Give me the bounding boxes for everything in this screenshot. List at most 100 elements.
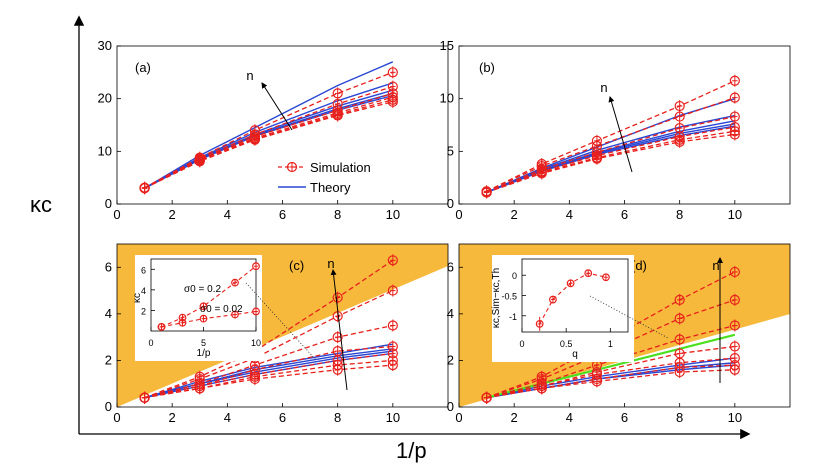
x-tick-label: 8 <box>676 410 683 425</box>
panel-c: 0 2 4 6 8 10 0 2 4 6 (c) n 0 5 10 2 4 6 κc 1/p σ0 = 0.2 σ0 = … <box>105 243 449 425</box>
panel-label: (c) <box>289 258 304 273</box>
simulation-marker <box>602 273 610 282</box>
x-tick-label: 4 <box>566 410 573 425</box>
y-tick-label: 4 <box>447 306 454 321</box>
simulation-marker <box>252 262 260 271</box>
simulation-marker <box>332 110 343 121</box>
simulation-marker <box>194 383 205 394</box>
panel-a: 0 2 4 6 8 10 0 10 20 30 (a) n Simulation Theory <box>98 38 449 222</box>
simulation-marker <box>157 322 166 331</box>
simulation-marker <box>139 392 150 403</box>
simulation-marker <box>591 376 603 387</box>
x-tick-label: 6 <box>621 207 628 222</box>
y-tick-label: 0 <box>105 399 112 414</box>
x-tick-label: 8 <box>676 207 683 222</box>
x-tick-label: 0 <box>455 410 462 425</box>
simulation-series-line <box>486 130 735 194</box>
x-tick-label: 2 <box>511 410 518 425</box>
x-tick-label: 5 <box>201 338 206 348</box>
simulation-marker <box>252 307 260 316</box>
simulation-marker <box>249 373 261 385</box>
theory-series-line <box>486 125 735 194</box>
n-arrow-label: n <box>600 80 607 95</box>
simulation-marker <box>729 111 740 122</box>
simulation-marker <box>199 302 208 311</box>
x-tick-label: 10 <box>728 207 742 222</box>
simulation-marker <box>387 96 398 107</box>
simulation-marker <box>387 255 398 266</box>
y-tick-label: 0 <box>105 196 112 211</box>
inset-series-line <box>161 265 257 328</box>
inset-series-label: σ0 = 0.02 <box>200 304 243 315</box>
simulation-marker <box>387 67 398 78</box>
y-tick-label: 30 <box>98 38 112 53</box>
x-tick-label: 4 <box>224 410 231 425</box>
x-tick-label: 6 <box>621 410 628 425</box>
simulation-marker <box>481 392 492 403</box>
inset-ylabel: κc <box>132 293 143 303</box>
x-tick-label: 10 <box>386 410 400 425</box>
simulation-marker <box>584 269 593 278</box>
x-tick-label: 1 <box>608 339 613 349</box>
inset-xlabel: q <box>572 349 578 360</box>
x-tick-label: 0 <box>113 207 120 222</box>
inset-xlabel: 1/p <box>197 348 211 359</box>
y-tick-label: 10 <box>98 143 112 158</box>
simulation-series-line <box>144 259 394 399</box>
simulation-marker <box>231 310 239 319</box>
legend-box <box>276 154 356 196</box>
simulation-marker <box>387 320 398 331</box>
simulation-marker <box>286 161 298 173</box>
simulation-marker <box>729 266 740 278</box>
panel-d: 0 2 4 6 8 10 0 2 4 6 (d) n 0 0.5 1 -1 -0.5 0 κc,Sim−κc,Th q <box>447 243 791 425</box>
panel-label: (d) <box>631 258 647 273</box>
x-tick-label: 10 <box>728 410 742 425</box>
x-tick-label: 2 <box>169 207 176 222</box>
x-tick-label: 8 <box>334 207 341 222</box>
y-tick-label: 5 <box>447 143 454 158</box>
simulation-series-line <box>486 133 735 194</box>
simulation-marker <box>178 318 187 327</box>
simulation-marker <box>729 92 740 103</box>
simulation-marker <box>387 285 398 296</box>
simulation-marker <box>674 111 685 122</box>
simulation-marker <box>674 294 685 305</box>
figure-ylabel: κc <box>30 192 52 217</box>
simulation-marker <box>231 278 239 287</box>
simulation-marker <box>674 334 685 345</box>
x-tick-label: 2 <box>169 410 176 425</box>
simulation-marker <box>674 366 685 378</box>
theory-series-line <box>486 123 735 194</box>
x-tick-label: 4 <box>224 207 231 222</box>
y-tick-label: 0 <box>447 399 454 414</box>
simulation-marker <box>194 156 205 167</box>
legend-theory-label: Theory <box>310 180 351 195</box>
figure-xlabel: 1/p <box>396 438 427 463</box>
simulation-marker <box>729 294 740 305</box>
y-tick-label: 4 <box>141 286 146 296</box>
simulation-marker <box>387 359 398 371</box>
n-direction-arrow <box>608 96 633 173</box>
inset-background <box>492 255 634 362</box>
simulation-marker <box>729 75 740 86</box>
y-tick-label: 6 <box>105 259 112 274</box>
y-tick-label: 0 <box>447 196 454 211</box>
panel-label: (b) <box>479 60 495 75</box>
theory-series-line <box>486 120 735 194</box>
simulation-series-line <box>486 96 736 192</box>
x-tick-label: 10 <box>386 207 400 222</box>
y-tick-label: 2 <box>141 306 146 316</box>
y-tick-label: 2 <box>105 352 112 367</box>
inset-series-label: σ0 = 0.2 <box>184 284 221 295</box>
y-tick-label: -1 <box>509 312 517 322</box>
panel-b: 0 2 4 6 8 10 0 5 10 15 (b) n <box>440 38 791 222</box>
simulation-marker <box>729 341 740 352</box>
inset-background <box>135 255 262 361</box>
x-tick-label: 0.5 <box>560 339 573 349</box>
simulation-marker <box>332 292 343 303</box>
simulation-marker <box>729 364 740 375</box>
x-tick-label: 0 <box>519 339 524 349</box>
y-tick-label: 20 <box>98 91 112 106</box>
simulation-marker <box>591 153 603 164</box>
